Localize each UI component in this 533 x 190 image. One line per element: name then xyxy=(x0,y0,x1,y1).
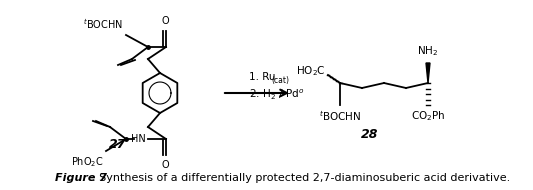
Text: O: O xyxy=(161,16,169,26)
Text: NH$_2$: NH$_2$ xyxy=(417,44,439,58)
Text: . Synthesis of a differentially protected 2,7-diaminosuberic acid derivative.: . Synthesis of a differentially protecte… xyxy=(92,173,510,183)
Text: HN: HN xyxy=(131,134,146,144)
Text: 2. H$_2$ / Pd$^o$: 2. H$_2$ / Pd$^o$ xyxy=(249,88,304,102)
Text: Figure 7: Figure 7 xyxy=(55,173,107,183)
Text: $^t$BOCHN: $^t$BOCHN xyxy=(319,109,361,123)
Text: O: O xyxy=(161,160,169,170)
Text: (cat): (cat) xyxy=(271,75,289,85)
Text: 28: 28 xyxy=(361,128,379,142)
Text: 27: 27 xyxy=(109,138,127,150)
Text: HO$_2$C: HO$_2$C xyxy=(296,64,326,78)
Polygon shape xyxy=(426,63,430,83)
Text: CO$_2$Ph: CO$_2$Ph xyxy=(411,109,445,123)
Text: $^t$BOCHN: $^t$BOCHN xyxy=(83,17,123,31)
Text: 1. Ru: 1. Ru xyxy=(249,72,276,82)
Text: PhO$_2$C: PhO$_2$C xyxy=(71,155,104,169)
